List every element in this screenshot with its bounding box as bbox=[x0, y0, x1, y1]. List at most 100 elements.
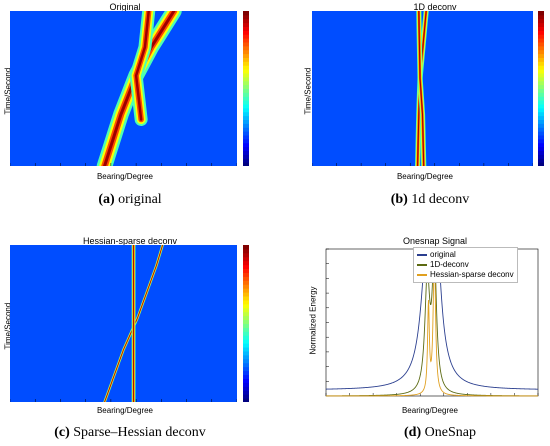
heatmap-plot bbox=[10, 245, 237, 402]
colorbar-step bbox=[538, 53, 544, 58]
colorbar-step bbox=[243, 276, 249, 281]
colorbar-step bbox=[243, 119, 249, 124]
colorbar-step bbox=[538, 14, 544, 20]
colorbar-step bbox=[243, 115, 249, 120]
colorbar-step bbox=[243, 111, 249, 117]
colorbar-step bbox=[243, 319, 249, 324]
legend-label: 1D-deconv bbox=[430, 260, 469, 269]
colorbar bbox=[243, 11, 249, 166]
colorbar-step bbox=[243, 245, 249, 250]
colorbar-step bbox=[538, 42, 544, 47]
colorbar-step bbox=[243, 61, 249, 66]
colorbar-step bbox=[538, 76, 544, 82]
colorbar-step bbox=[243, 260, 249, 266]
heatmap-svg bbox=[10, 11, 237, 166]
heatmap-svg bbox=[10, 245, 237, 402]
colorbar-step bbox=[243, 339, 249, 344]
caption-text: original bbox=[118, 192, 162, 207]
track-target-2 bbox=[129, 11, 156, 126]
colorbar-step bbox=[243, 142, 249, 148]
colorbar-step bbox=[538, 57, 544, 62]
colorbar-step bbox=[243, 366, 249, 372]
colorbar-step bbox=[243, 303, 249, 309]
colorbar-step bbox=[243, 398, 249, 402]
legend-item-1d-deconv: 1D-deconv bbox=[417, 260, 514, 270]
legend-swatch bbox=[417, 264, 427, 266]
colorbar-step bbox=[243, 107, 249, 113]
track-target-1 bbox=[103, 245, 164, 402]
colorbar-step bbox=[243, 158, 249, 163]
colorbar-step bbox=[243, 327, 249, 332]
colorbar-step bbox=[243, 248, 249, 254]
x-axis-label: Bearing/Degree bbox=[401, 406, 459, 415]
colorbar-step bbox=[243, 100, 249, 105]
caption-letter: (d) bbox=[404, 425, 422, 440]
colorbar-step bbox=[243, 26, 249, 31]
colorbar-step bbox=[243, 386, 249, 391]
colorbar-step bbox=[243, 374, 249, 379]
colorbar-step bbox=[243, 296, 249, 301]
colorbar-step bbox=[538, 138, 544, 144]
colorbar-step bbox=[243, 76, 249, 82]
colorbar-step bbox=[243, 34, 249, 39]
colorbar-step bbox=[538, 73, 544, 78]
caption: (a) original bbox=[60, 192, 200, 208]
colorbar-step bbox=[243, 38, 249, 43]
colorbar-step bbox=[538, 162, 544, 166]
colorbar-svg bbox=[243, 11, 249, 166]
series-hessian-sparse-deconv bbox=[326, 250, 538, 397]
colorbar-step bbox=[538, 96, 544, 101]
colorbar-step bbox=[538, 150, 544, 155]
colorbar-step bbox=[243, 280, 249, 285]
caption-letter: (c) bbox=[54, 425, 70, 440]
colorbar-step bbox=[243, 288, 249, 293]
colorbar-step bbox=[243, 307, 249, 313]
legend-label: original bbox=[430, 250, 456, 259]
colorbar-step bbox=[538, 84, 544, 89]
colorbar-step bbox=[538, 45, 544, 51]
colorbar-step bbox=[538, 22, 544, 27]
colorbar-step bbox=[243, 284, 249, 289]
colorbar-step bbox=[243, 88, 249, 93]
caption-text: Sparse–Hessian deconv bbox=[73, 425, 206, 440]
colorbar-step bbox=[243, 135, 249, 140]
colorbar-step bbox=[243, 53, 249, 58]
colorbar-step bbox=[243, 335, 249, 340]
colorbar-step bbox=[243, 150, 249, 155]
colorbar-step bbox=[538, 115, 544, 120]
colorbar-step bbox=[243, 252, 249, 258]
colorbar-step bbox=[243, 382, 249, 387]
colorbar-step bbox=[243, 154, 249, 159]
colorbar-step bbox=[538, 142, 544, 148]
colorbar-step bbox=[243, 127, 249, 132]
colorbar-step bbox=[538, 111, 544, 117]
colorbar-step bbox=[538, 146, 544, 151]
legend-item-original: original bbox=[417, 250, 514, 260]
panel-title: Onesnap Signal bbox=[402, 236, 468, 246]
caption-letter: (a) bbox=[98, 192, 115, 207]
colorbar-step bbox=[243, 146, 249, 151]
caption-letter: (b) bbox=[390, 192, 408, 207]
colorbar-step bbox=[243, 394, 249, 399]
colorbar-step bbox=[243, 30, 249, 35]
colorbar-step bbox=[538, 30, 544, 35]
colorbar-step bbox=[243, 272, 249, 277]
colorbar-step bbox=[243, 45, 249, 51]
colorbar-step bbox=[243, 18, 249, 24]
caption-text: 1d deconv bbox=[411, 192, 470, 207]
colorbar-step bbox=[243, 390, 249, 395]
colorbar-step bbox=[538, 135, 544, 140]
colorbar-step bbox=[243, 268, 249, 273]
colorbar-step bbox=[538, 80, 544, 86]
caption: (c) Sparse–Hessian deconv bbox=[30, 425, 230, 441]
track-line bbox=[134, 11, 150, 121]
colorbar-step bbox=[538, 127, 544, 132]
colorbar-step bbox=[243, 57, 249, 62]
colorbar-step bbox=[538, 119, 544, 124]
colorbar-step bbox=[538, 107, 544, 113]
legend-swatch bbox=[417, 274, 427, 276]
colorbar-step bbox=[243, 22, 249, 27]
colorbar-step bbox=[243, 323, 249, 328]
colorbar-step bbox=[538, 100, 544, 105]
x-axis-label: Bearing/Degree bbox=[96, 406, 154, 415]
